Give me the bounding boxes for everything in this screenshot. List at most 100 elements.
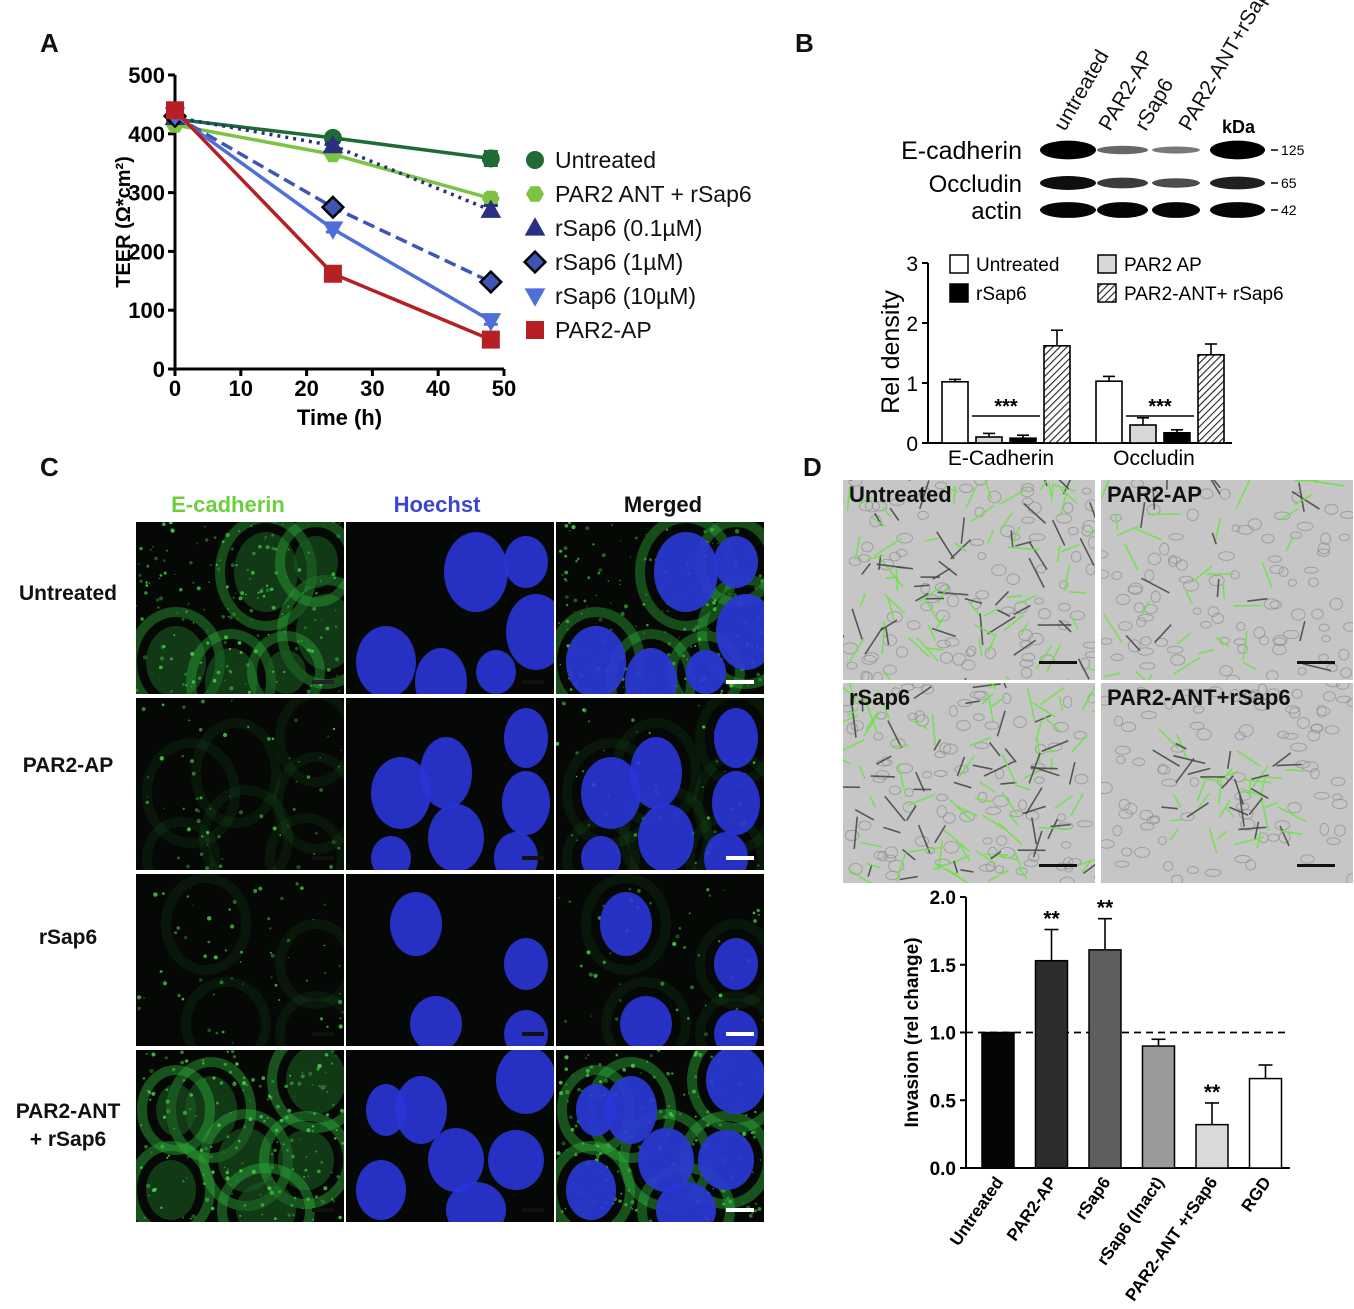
hypha <box>1191 565 1213 583</box>
host-cell <box>1303 566 1319 574</box>
signal-speck <box>762 1018 764 1022</box>
micrograph-merged-row2 <box>556 698 764 870</box>
signal-speck <box>208 1196 211 1198</box>
signal-speck <box>226 1135 230 1139</box>
hypha <box>999 488 1028 505</box>
y-tick-label: 0.5 <box>930 1091 957 1112</box>
host-cell <box>1062 502 1074 514</box>
cell-membrane <box>275 522 344 607</box>
signal-speck <box>160 1144 165 1149</box>
signal-speck <box>166 1156 169 1159</box>
nucleus <box>566 626 626 694</box>
host-cell <box>1217 551 1235 561</box>
signal-speck <box>585 605 588 608</box>
micrograph-canvas <box>356 532 554 694</box>
signal-speck <box>620 1146 623 1148</box>
signal-speck <box>139 579 143 583</box>
host-cell <box>1336 695 1352 704</box>
hypha <box>1291 490 1320 510</box>
hypha <box>919 480 930 509</box>
micrograph-ecadherin-row1 <box>136 522 344 694</box>
scale-bar <box>312 680 334 684</box>
signal-speck <box>228 795 231 798</box>
signal-speck <box>144 1145 148 1149</box>
hypha <box>1279 825 1290 847</box>
signal-speck <box>306 1128 311 1133</box>
host-cell <box>1101 637 1113 645</box>
host-cell <box>1189 721 1205 731</box>
host-cell <box>860 670 870 680</box>
signal-speck <box>569 688 573 691</box>
hypha <box>1077 658 1090 680</box>
signal-speck <box>307 551 310 554</box>
host-cell <box>1192 607 1202 615</box>
signal-speck <box>339 1017 342 1020</box>
signal-speck <box>602 960 606 964</box>
signal-speck <box>267 917 271 921</box>
host-cell <box>1189 777 1200 787</box>
hypha <box>1001 791 1018 816</box>
hypha <box>1240 787 1267 799</box>
channel-title-ecadherin: E-cadherin <box>171 492 285 517</box>
nucleus <box>576 1084 616 1136</box>
signal-speck <box>271 737 275 741</box>
signal-speck <box>174 573 176 575</box>
signal-speck <box>332 522 335 524</box>
signal-speck <box>207 1028 212 1033</box>
x-tick-label: 10 <box>229 376 253 401</box>
signal-speck <box>230 563 235 568</box>
host-cell <box>956 719 971 731</box>
signal-speck <box>624 1203 628 1207</box>
signal-speck <box>649 1054 653 1058</box>
bar <box>981 1031 1015 1169</box>
host-cell <box>1317 542 1331 555</box>
host-cell <box>1307 729 1321 742</box>
hypha <box>969 736 991 747</box>
signal-speck <box>257 591 260 594</box>
hypha <box>1134 527 1162 541</box>
signal-speck <box>190 759 194 764</box>
hypha <box>933 738 942 751</box>
host-cell <box>861 541 874 553</box>
host-cell <box>858 820 872 831</box>
signal-speck <box>162 522 166 526</box>
signal-speck <box>270 1152 274 1156</box>
significance-label: ** <box>1043 908 1060 931</box>
signal-speck <box>162 892 165 895</box>
hypha <box>1264 776 1283 780</box>
signal-speck <box>687 1017 690 1020</box>
signal-speck <box>246 1084 249 1087</box>
hypha <box>1211 532 1217 545</box>
signal-speck <box>585 1068 590 1073</box>
host-cell <box>1236 621 1246 631</box>
signal-speck <box>228 908 231 911</box>
cell-membrane <box>275 919 344 1009</box>
host-cell <box>1207 606 1220 618</box>
host-cell <box>1287 578 1297 587</box>
signal-speck <box>300 1111 303 1114</box>
signal-speck <box>564 1019 567 1023</box>
signal-speck <box>146 796 148 798</box>
signal-speck <box>248 1117 253 1121</box>
hypha <box>1208 827 1218 854</box>
hypha <box>856 698 877 704</box>
signal-speck <box>564 554 568 558</box>
host-cell <box>1324 503 1339 515</box>
signal-speck <box>315 832 318 835</box>
hypha <box>953 860 959 874</box>
hypha <box>913 584 930 588</box>
host-cell <box>871 501 888 512</box>
signal-speck <box>628 887 632 891</box>
signal-speck <box>649 901 652 905</box>
significance-label: *** <box>994 396 1018 418</box>
signal-speck <box>287 1108 292 1113</box>
signal-speck <box>211 1170 215 1174</box>
signal-speck <box>564 1207 567 1210</box>
y-tick-label: 0 <box>153 357 165 382</box>
signal-speck <box>338 522 341 524</box>
signal-speck <box>241 1162 244 1164</box>
signal-speck <box>565 1083 568 1086</box>
hypha <box>1260 778 1266 794</box>
cell-membrane <box>217 1163 315 1222</box>
nucleus <box>712 771 760 835</box>
